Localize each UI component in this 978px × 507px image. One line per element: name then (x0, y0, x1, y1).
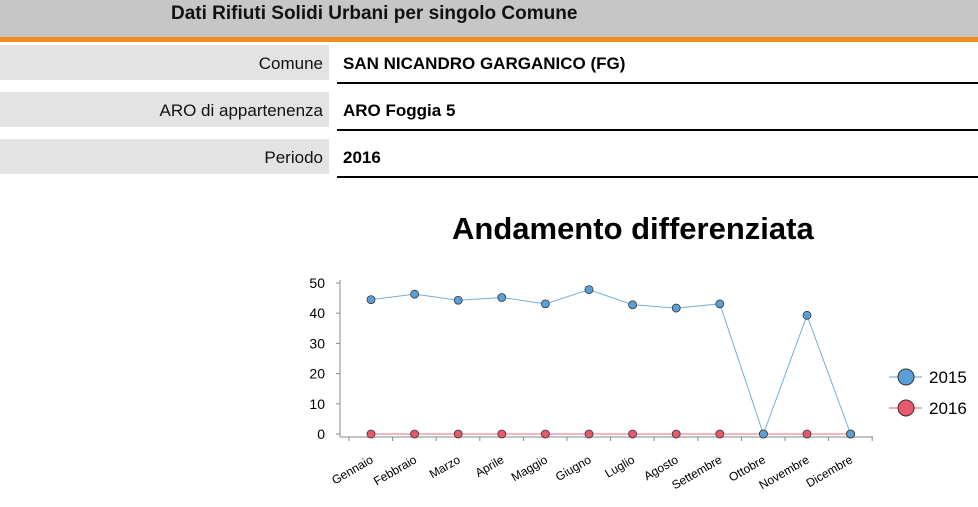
periodo-value: 2016 (337, 139, 978, 178)
y-tick-label: 50 (309, 275, 325, 291)
data-point-2015 (846, 429, 855, 439)
x-tick-label: Gennaio (329, 452, 376, 487)
data-point-2016 (715, 429, 725, 439)
data-point-2015 (628, 300, 637, 310)
x-tick-label: Maggio (509, 452, 550, 484)
x-tick-label: Giugno (553, 452, 594, 484)
data-point-2015 (410, 289, 420, 299)
legend-label-2016: 2016 (929, 399, 967, 418)
x-tick-label: Novembre (757, 452, 812, 492)
data-point-2016 (410, 429, 420, 439)
data-point-2016 (628, 429, 637, 439)
comune-label: Comune (0, 45, 329, 82)
data-point-2015 (453, 295, 463, 305)
x-tick-label: Febbraio (371, 452, 419, 488)
chart-title: Andamento differenziata (452, 211, 814, 246)
header-bar: Dati Rifiuti Solidi Urbani per singolo C… (0, 0, 978, 42)
y-tick-label: 40 (309, 305, 325, 321)
info-row-comune: Comune SAN NICANDRO GARGANICO (FG) (0, 45, 978, 84)
data-point-2016 (541, 429, 550, 439)
data-point-2015 (671, 303, 681, 313)
data-point-2016 (453, 429, 463, 439)
aro-label: ARO di appartenenza (0, 92, 329, 129)
info-row-aro: ARO di appartenenza ARO Foggia 5 (0, 92, 978, 131)
data-point-2016 (802, 429, 812, 439)
info-row-periodo: Periodo 2016 (0, 139, 978, 178)
data-point-2015 (715, 299, 725, 309)
legend-marker-2016 (897, 399, 915, 417)
comune-value: SAN NICANDRO GARGANICO (FG) (337, 45, 978, 84)
series-line-2015 (370, 289, 852, 436)
legend-marker-2015 (897, 368, 915, 386)
data-point-2016 (497, 429, 507, 439)
y-tick-label: 0 (317, 426, 325, 442)
y-tick-label: 20 (309, 366, 325, 382)
x-tick-label: Dicembre (804, 452, 856, 490)
data-point-2016 (584, 429, 594, 439)
periodo-label: Periodo (0, 139, 329, 176)
aro-value: ARO Foggia 5 (337, 92, 978, 131)
data-point-2015 (497, 293, 507, 302)
data-point-2016 (366, 429, 376, 439)
data-point-2015 (541, 299, 550, 309)
page-title: Dati Rifiuti Solidi Urbani per singolo C… (171, 3, 578, 24)
data-point-2015 (584, 285, 594, 295)
data-point-2015 (802, 310, 812, 320)
x-tick-label: Aprile (473, 452, 507, 480)
x-tick-label: Luglio (602, 452, 637, 480)
y-tick-label: 10 (309, 396, 325, 412)
data-point-2015 (759, 429, 768, 439)
x-tick-label: Settembre (669, 452, 724, 492)
x-tick-label: Marzo (427, 452, 463, 481)
y-tick-label: 30 (309, 335, 325, 351)
data-point-2016 (671, 429, 681, 439)
legend-label-2015: 2015 (929, 368, 967, 387)
data-point-2015 (366, 295, 376, 305)
